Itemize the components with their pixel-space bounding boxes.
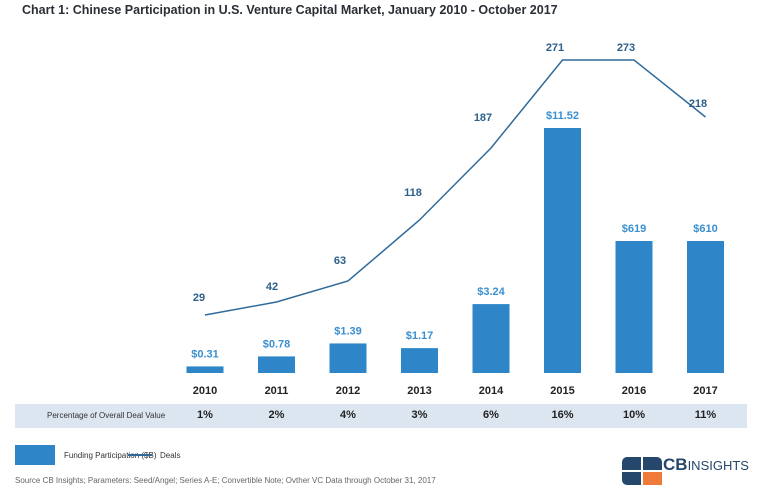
deals-label-2017: 218 <box>689 98 707 110</box>
bar-label-2017: $610 <box>693 223 717 235</box>
bar-2017 <box>687 241 724 373</box>
percentage-2011: 2% <box>268 409 285 421</box>
bar-2013 <box>401 348 438 373</box>
x-tick-2017: 2017 <box>693 385 717 397</box>
bar-label-2011: $0.78 <box>263 338 291 350</box>
percentage-2017: 11% <box>694 409 717 421</box>
percentage-2013: 3% <box>411 409 428 421</box>
percentage-row-label: Percentage of Overall Deal Value <box>47 411 166 420</box>
percentage-row: Percentage of Overall Deal Value 1% 2% 4% 3… <box>15 404 747 428</box>
deals-label-2014: 187 <box>474 112 492 124</box>
x-tick-2013: 2013 <box>407 385 431 397</box>
deals-label-2011: 42 <box>266 281 278 293</box>
chart-plot: $0.31 2010 $0.78 2011 $1.39 2012 $1.17 2013 $3.2… <box>186 42 724 397</box>
legend-funding-swatch <box>15 445 55 465</box>
bar-label-2012: $1.39 <box>334 325 362 337</box>
deals-label-2012: 63 <box>334 255 346 267</box>
deals-label-2010: 29 <box>193 292 205 304</box>
source-note: Source CB Insights; Parameters: Seed/Ang… <box>15 476 436 485</box>
percentage-2012: 4% <box>340 409 356 421</box>
cb-insights-logo-text: CBINSIGHTS <box>663 455 749 474</box>
bar-label-2010: $0.31 <box>191 348 219 360</box>
legend-deals-label: Deals <box>160 451 181 460</box>
percentage-2010: 1% <box>197 409 213 421</box>
bar-2016 <box>615 241 653 373</box>
x-tick-2010: 2010 <box>193 385 217 397</box>
bar-label-2015: $11.52 <box>546 110 579 122</box>
deals-label-2016: 273 <box>617 42 635 54</box>
x-tick-2015: 2015 <box>550 385 574 397</box>
cb-insights-logo-icon <box>622 457 662 485</box>
chart-title: Chart 1: Chinese Participation in U.S. V… <box>22 3 558 17</box>
percentage-2016: 10% <box>622 409 646 421</box>
bar-label-2013: $1.17 <box>406 330 434 342</box>
bar-2014 <box>472 304 510 373</box>
x-tick-2012: 2012 <box>336 385 360 397</box>
bar-2011 <box>258 356 295 373</box>
legend-deals-line <box>128 454 152 456</box>
bar-2015 <box>544 128 581 373</box>
bar-2012 <box>329 343 367 373</box>
legend-funding-label: Funding Participation ($B) <box>64 451 157 460</box>
bar-2010 <box>186 366 224 373</box>
deals-label-2013: 118 <box>404 187 422 199</box>
x-tick-2016: 2016 <box>622 385 646 397</box>
percentage-2014: 6% <box>483 409 499 421</box>
deals-label-2015: 271 <box>546 42 564 54</box>
deals-line <box>204 59 706 316</box>
x-tick-2011: 2011 <box>265 385 289 397</box>
bar-label-2014: $3.24 <box>477 286 505 298</box>
x-tick-2014: 2014 <box>479 385 504 397</box>
bar-label-2016: $619 <box>622 223 646 235</box>
percentage-2015: 16% <box>551 409 574 421</box>
